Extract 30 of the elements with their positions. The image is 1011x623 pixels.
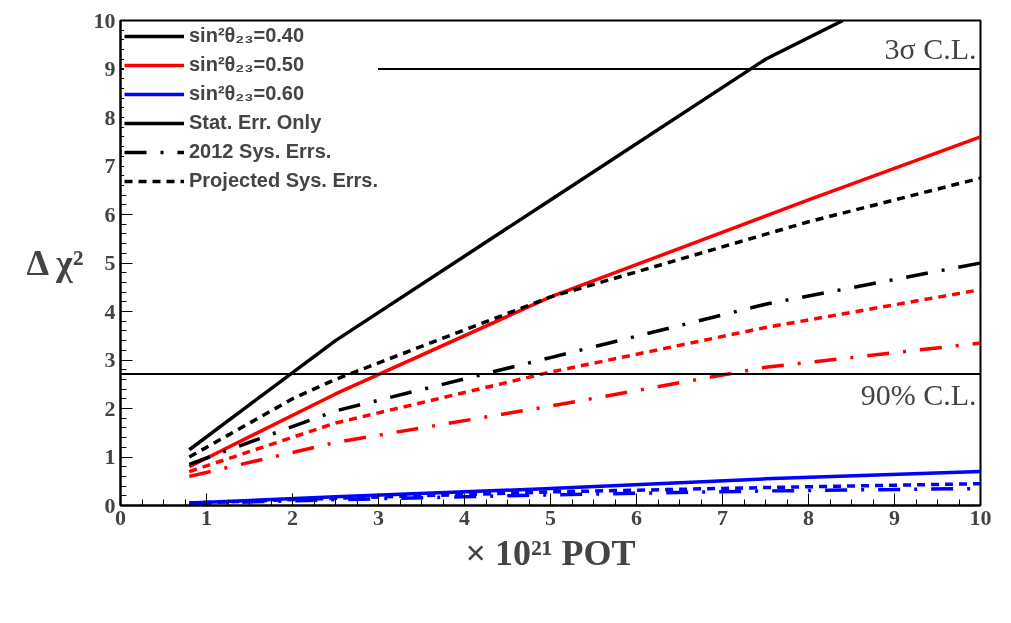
x-tick-label: 2: [287, 504, 298, 530]
x-tick-label: 10: [969, 504, 992, 530]
y-tick-label: 9: [104, 56, 116, 81]
y-tick-label: 3: [104, 347, 116, 372]
legend-label: sin²θ₂₃=0.60: [189, 82, 305, 105]
legend-label: Projected Sys. Errs.: [189, 169, 378, 192]
y-tick-label: 8: [104, 104, 116, 130]
x-axis-title: × 10²¹ POT: [465, 532, 636, 573]
y-axis-title: Δ χ²: [26, 243, 84, 283]
x-tick-label: 4: [459, 504, 470, 530]
ref-line-label: 90% C.L.: [860, 378, 977, 412]
x-tick-label: 9: [889, 504, 900, 530]
legend-label: sin²θ₂₃=0.40: [189, 24, 305, 47]
ref-line-label: 3σ C.L.: [884, 32, 977, 65]
legend-label: sin²θ₂₃=0.50: [189, 53, 305, 76]
x-tick-label: 6: [631, 504, 642, 530]
x-tick-label: 1: [201, 504, 212, 530]
x-tick-label: 5: [545, 504, 556, 530]
y-tick-label: 5: [104, 250, 116, 275]
y-tick-label: 6: [104, 201, 116, 227]
y-tick-label: 10: [93, 7, 116, 33]
x-tick-label: 3: [373, 504, 384, 530]
y-tick-label: 2: [104, 395, 116, 421]
annotation: Stat. Err. Only: [189, 111, 322, 134]
x-tick-label: 7: [717, 504, 728, 530]
legend-label: 2012 Sys. Errs.: [189, 140, 332, 163]
y-tick-label: 1: [104, 444, 116, 469]
y-tick-label: 4: [104, 298, 116, 324]
y-tick-label: 7: [104, 153, 116, 178]
x-tick-label: 8: [803, 504, 814, 530]
